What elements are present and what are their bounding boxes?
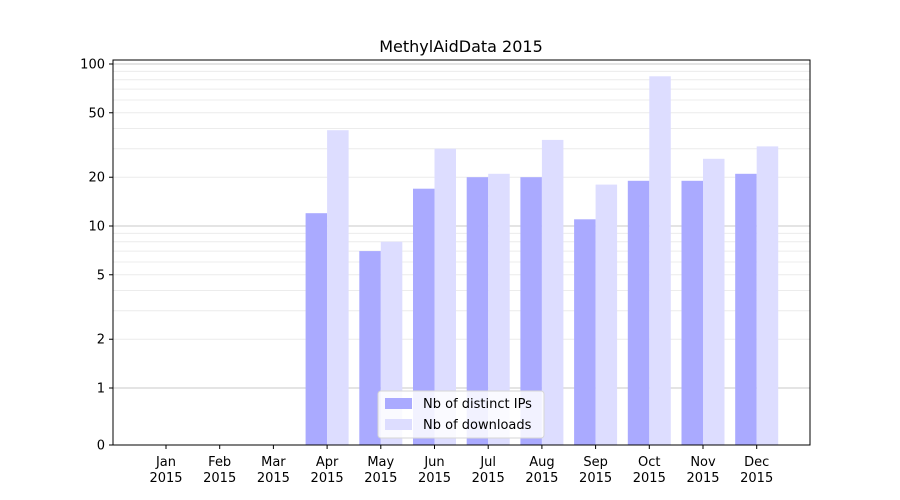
legend: Nb of distinct IPs Nb of downloads [377, 390, 545, 439]
bar-distinct-ips [359, 251, 381, 445]
bar-distinct-ips [681, 180, 703, 446]
bar-distinct-ips [627, 180, 650, 446]
chart-title: MethylAidData 2015 [379, 37, 543, 56]
x-tick-label: Jul 2015 [472, 455, 505, 486]
bar-downloads [703, 158, 725, 446]
x-tick-label: Feb 2015 [203, 455, 236, 486]
y-tick-label: 0 [97, 439, 105, 454]
bar-downloads [649, 76, 671, 446]
bar-downloads [541, 139, 564, 445]
x-tick-label: Jun 2015 [418, 455, 451, 486]
legend-label: Nb of distinct IPs [423, 397, 532, 412]
x-tick-label: Mar 2015 [257, 455, 290, 486]
legend-label: Nb of downloads [423, 418, 532, 433]
bar-downloads [756, 146, 779, 445]
bar-distinct-ips [574, 219, 596, 445]
bar-downloads [488, 173, 510, 446]
bar-distinct-ips [520, 177, 542, 445]
bar-distinct-ips [413, 188, 435, 445]
bar-distinct-ips [466, 177, 489, 445]
x-tick-label: Apr 2015 [311, 455, 344, 486]
legend-swatch [385, 419, 412, 430]
bar-distinct-ips [735, 173, 757, 446]
x-tick-label: Sep 2015 [579, 455, 612, 486]
x-tick-label: Jan 2015 [149, 455, 182, 486]
x-tick-label: Aug 2015 [525, 455, 558, 486]
legend-box [377, 390, 545, 439]
y-tick-label: 10 [88, 220, 105, 235]
y-tick-label: 1 [97, 382, 105, 397]
x-tick-label: Oct 2015 [633, 455, 666, 486]
ticks: 0 1 2 5 10 20 50 100 Jan 2015 Feb 2015 Mar 2015 Apr 201… [80, 58, 773, 487]
bars [305, 76, 779, 446]
y-tick-label: 20 [88, 171, 105, 186]
y-tick-label: 2 [97, 333, 105, 348]
bar-distinct-ips [305, 213, 328, 445]
bar-downloads [595, 184, 618, 445]
bar-downloads [327, 130, 349, 445]
axes-frame [112, 59, 811, 446]
bar-downloads [434, 148, 456, 445]
y-tick-label: 50 [88, 106, 105, 121]
legend-swatch [385, 398, 412, 409]
y-tick-label: 100 [80, 58, 105, 73]
x-tick-label: Nov 2015 [686, 455, 719, 486]
x-tick-label: May 2015 [364, 455, 397, 486]
x-tick-label: Dec 2015 [740, 455, 773, 486]
y-tick-label: 5 [97, 268, 105, 283]
